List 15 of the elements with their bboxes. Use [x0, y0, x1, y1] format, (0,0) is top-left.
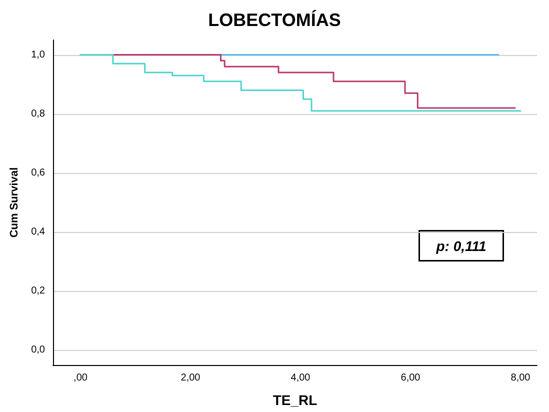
- chart-title: LOBECTOMÍAS: [208, 10, 341, 30]
- y-axis-title: Cum Survival: [8, 167, 21, 238]
- y-tick-label: 0,2: [31, 286, 46, 297]
- y-tick-label: 1,0: [31, 49, 46, 60]
- x-tick-label: 4,00: [290, 372, 311, 384]
- y-tick-label: 0,0: [31, 344, 46, 356]
- y-tick-label: 0,6: [31, 167, 46, 178]
- x-tick-label: 2,00: [180, 372, 201, 384]
- y-tick-label: 0,8: [31, 108, 46, 120]
- x-tick-label: ,00: [74, 372, 88, 384]
- x-tick-label: 6,00: [400, 372, 421, 384]
- x-axis-title: TE_RL: [272, 392, 318, 408]
- x-tick-label: 8,00: [510, 372, 531, 384]
- y-tick-label: 0,4: [31, 226, 46, 238]
- annotation: p: 0,111: [435, 238, 486, 254]
